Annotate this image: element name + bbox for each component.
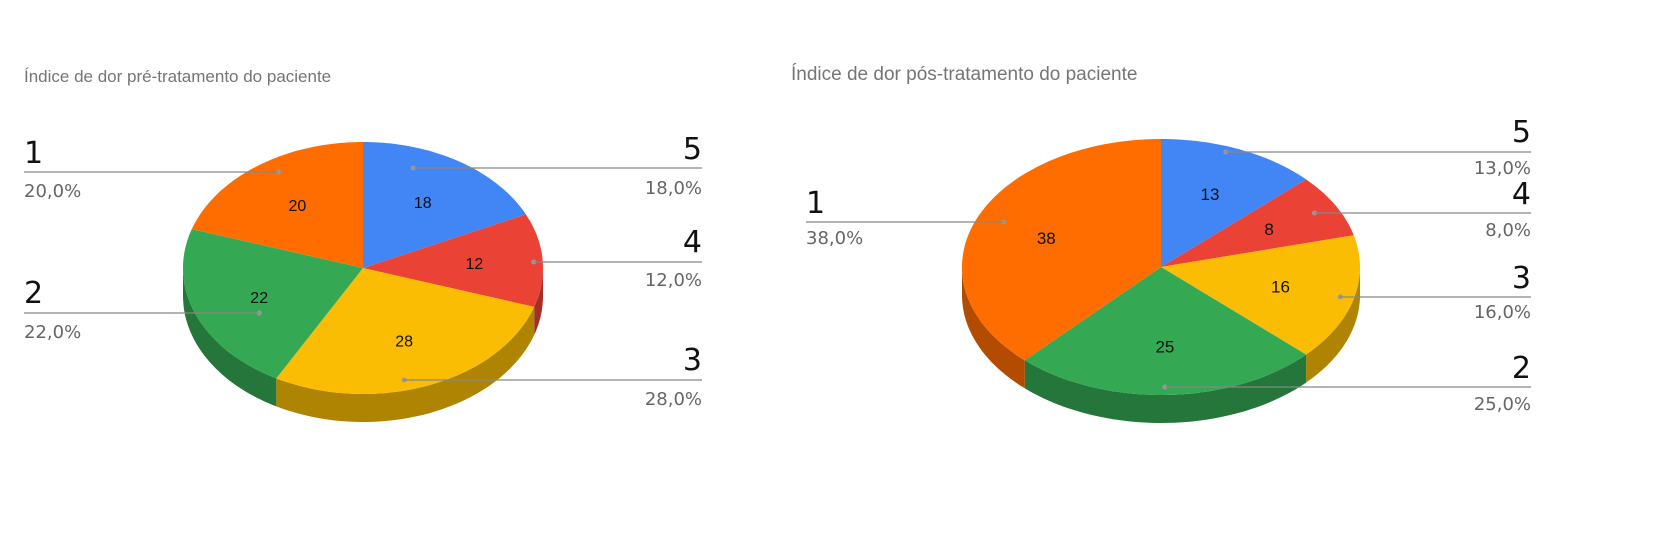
slice-value-label-2: 25 bbox=[1155, 337, 1174, 356]
slice-category-label-2: 2 bbox=[24, 276, 43, 311]
pie-slice-4 bbox=[1161, 179, 1354, 267]
slice-category-label-1: 1 bbox=[24, 136, 43, 171]
slice-category-label-5: 5 bbox=[1512, 115, 1531, 150]
slice-category-label-3: 3 bbox=[1512, 261, 1531, 296]
slice-percent-label-3: 28,0% bbox=[645, 389, 702, 410]
slice-value-label-1: 20 bbox=[289, 198, 307, 215]
chart-pre-title: Índice de dor pré-tratamento do paciente bbox=[24, 67, 331, 86]
slice-percent-label-5: 18,0% bbox=[645, 178, 702, 199]
pie-slice-3 bbox=[1161, 235, 1360, 355]
slice-side-1 bbox=[962, 267, 1025, 389]
pie-slice-2 bbox=[183, 229, 363, 379]
slice-percent-label-2: 22,0% bbox=[24, 322, 81, 343]
pie-slice-4 bbox=[363, 214, 543, 307]
slice-value-label-5: 18 bbox=[414, 195, 432, 212]
slice-percent-label-4: 8,0% bbox=[1485, 220, 1531, 241]
pie-slice-5 bbox=[363, 142, 526, 268]
slice-category-label-3: 3 bbox=[683, 343, 702, 378]
pie-slice-1 bbox=[962, 139, 1161, 361]
pie-slice-3 bbox=[276, 268, 535, 394]
pie-pre-treatment: 18 12 28 22 20 5 18,0% 4 12,0% 3 28,0% 2 22,0% 1 20,0% bbox=[24, 132, 702, 422]
slice-percent-label-3: 16,0% bbox=[1474, 302, 1531, 323]
slice-value-label-4: 12 bbox=[466, 256, 484, 273]
pie-slice-1 bbox=[191, 142, 363, 268]
slice-percent-label-5: 13,0% bbox=[1474, 158, 1531, 179]
pie-slice-5 bbox=[1161, 139, 1307, 267]
slice-value-label-3: 16 bbox=[1271, 278, 1290, 297]
slice-category-label-4: 4 bbox=[683, 225, 702, 260]
pie-slice-2 bbox=[1024, 267, 1307, 395]
slice-percent-label-1: 20,0% bbox=[24, 181, 81, 202]
slice-percent-label-2: 25,0% bbox=[1474, 394, 1531, 415]
slice-value-label-5: 13 bbox=[1201, 185, 1220, 204]
slice-side-2 bbox=[183, 268, 277, 407]
slice-value-label-4: 8 bbox=[1264, 220, 1273, 239]
pie-post-treatment: 13 8 16 25 38 5 13,0%4 8,0% 3 16,0% 2 25,0% 1 38,0% bbox=[806, 115, 1531, 423]
chart-post-title: Índice de dor pós-tratamento do paciente bbox=[791, 64, 1137, 85]
slice-value-label-3: 28 bbox=[395, 334, 413, 351]
slice-percent-label-4: 12,0% bbox=[645, 270, 702, 291]
slice-category-label-5: 5 bbox=[683, 132, 702, 167]
slice-value-label-2: 22 bbox=[250, 290, 268, 307]
slice-category-label-1: 1 bbox=[806, 186, 825, 221]
slice-value-label-1: 38 bbox=[1037, 229, 1056, 248]
slice-category-label-2: 2 bbox=[1512, 351, 1531, 386]
chart-pre-treatment: Índice de dor pré-tratamento do paciente… bbox=[24, 67, 702, 422]
slice-percent-label-1: 38,0% bbox=[806, 228, 863, 249]
slice-side-3 bbox=[276, 306, 535, 422]
slice-side-2 bbox=[1024, 354, 1307, 423]
slice-category-label-4: 4 bbox=[1512, 177, 1531, 212]
slice-side-4 bbox=[534, 268, 543, 335]
chart-post-treatment: Índice de dor pós-tratamento do paciente… bbox=[791, 64, 1531, 423]
slice-side-3 bbox=[1306, 267, 1360, 383]
